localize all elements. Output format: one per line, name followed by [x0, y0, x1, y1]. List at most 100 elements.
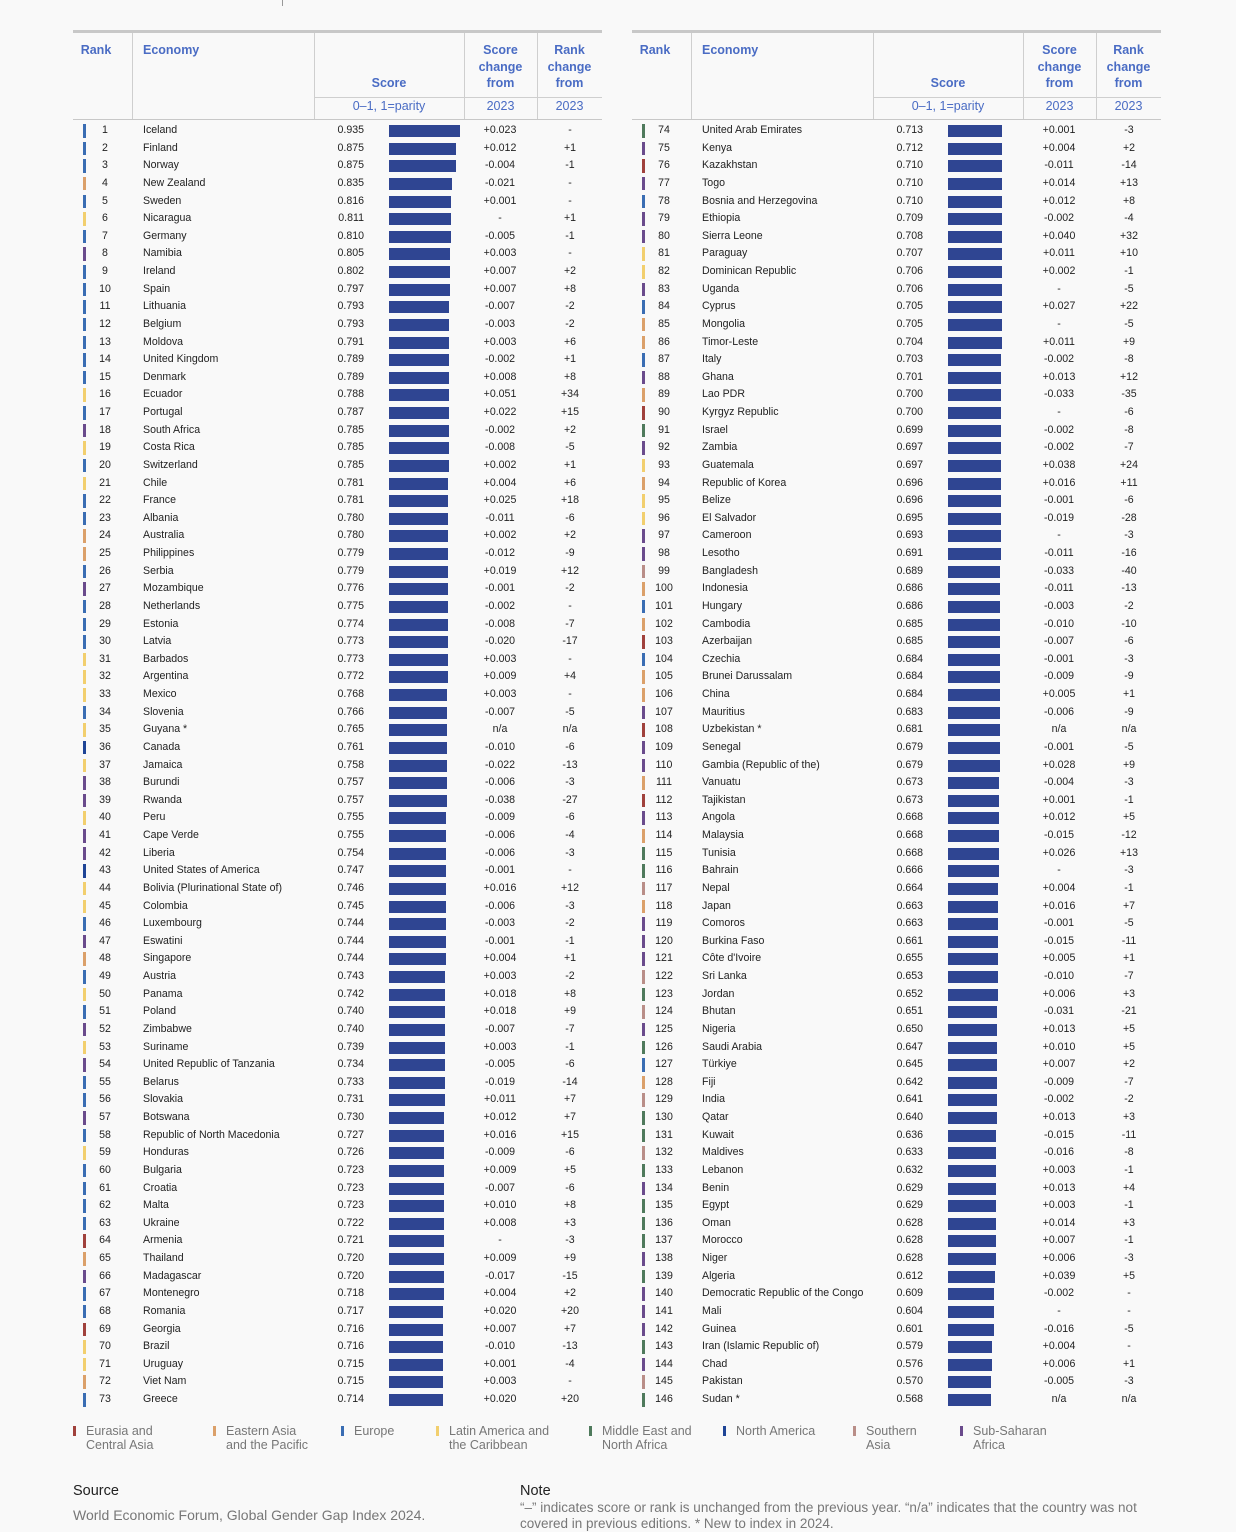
table-row: 78 Bosnia and Herzegovina 0.710 +0.012 +8: [632, 193, 1161, 211]
rank-cell: 87: [658, 353, 670, 366]
region-marker: [642, 899, 645, 914]
table-row: 43 United States of America 0.747 -0.001 -: [73, 862, 602, 880]
rank-cell: 32: [99, 670, 111, 683]
legend-label: Latin America and the Caribbean: [449, 1424, 550, 1452]
score-bar: [948, 830, 999, 842]
economy-cell: Tunisia: [702, 846, 736, 859]
economy-cell: Bangladesh: [702, 564, 758, 577]
table-row: 53 Suriname 0.739 +0.003 -1: [73, 1039, 602, 1057]
table-row: 34 Slovenia 0.766 -0.007 -5: [73, 704, 602, 722]
economy-cell: Canada: [143, 740, 181, 753]
table-row: 100 Indonesia 0.686 -0.011 -13: [632, 580, 1161, 598]
score-cell: 0.612: [896, 1269, 923, 1282]
rank-change-cell: +1: [563, 141, 577, 154]
score-cell: 0.715: [337, 1357, 364, 1370]
score-change-cell: +0.007: [1042, 1234, 1076, 1247]
score-bar: [948, 1253, 996, 1265]
economy-cell: Spain: [143, 282, 171, 295]
score-cell: 0.773: [337, 635, 364, 648]
region-marker: [83, 1216, 86, 1231]
rank-cell: 83: [658, 282, 670, 295]
score-cell: 0.697: [896, 458, 923, 471]
rank-change-cell: -3: [1124, 1252, 1134, 1264]
score-bar: [389, 1341, 444, 1354]
economy-cell: Mauritius: [702, 705, 745, 718]
rank-change-cell: -10: [1121, 617, 1137, 630]
score-change-cell: -0.001: [484, 864, 516, 877]
rank-cell: 60: [99, 1163, 111, 1176]
rank-cell: 96: [658, 511, 670, 524]
region-marker: [83, 300, 86, 314]
table-row: 51 Poland 0.740 +0.018 +9: [73, 1003, 602, 1021]
economy-cell: France: [143, 494, 176, 507]
rank-cell: 108: [655, 723, 673, 736]
table-row: 71 Uruguay 0.715 +0.001 -4: [73, 1356, 602, 1374]
score-bar: [948, 1112, 997, 1124]
table-row: 84 Cyprus 0.705 +0.027 +22: [632, 298, 1161, 316]
header-score: Score: [930, 76, 966, 90]
region-marker: [642, 846, 645, 861]
rank-cell: 118: [655, 899, 673, 912]
rank-change-cell: -1: [1124, 1199, 1134, 1212]
rank-change-cell: -2: [565, 582, 575, 595]
score-change-cell: -0.001: [1043, 740, 1075, 753]
score-cell: 0.935: [337, 124, 364, 136]
table-row: 118 Japan 0.663 +0.016 +7: [632, 898, 1161, 916]
table-row: 48 Singapore 0.744 +0.004 +1: [73, 950, 602, 968]
region-marker: [642, 1128, 645, 1143]
divider: [873, 33, 874, 119]
rank-cell: 8: [102, 247, 108, 260]
region-marker: [642, 758, 645, 773]
score-bar: [389, 371, 449, 384]
rank-change-cell: -27: [562, 793, 578, 806]
score-change-cell: -0.033: [1043, 564, 1075, 577]
score-cell: 0.773: [337, 652, 364, 665]
rank-change-cell: -: [568, 688, 572, 700]
economy-cell: Argentina: [143, 670, 189, 683]
region-marker: [642, 159, 645, 173]
rank-change-cell: +7: [563, 1111, 577, 1123]
score-cell: 0.668: [896, 811, 923, 824]
economy-cell: China: [702, 688, 730, 700]
score-change-cell: +0.038: [1042, 458, 1076, 471]
score-change-cell: +0.003: [483, 970, 517, 982]
score-cell: 0.789: [337, 353, 364, 366]
rank-cell: 68: [99, 1304, 111, 1317]
economy-cell: Angola: [702, 811, 735, 824]
score-cell: 0.663: [896, 917, 923, 930]
rank-cell: 104: [655, 652, 673, 665]
score-cell: 0.609: [896, 1287, 923, 1300]
score-bar: [948, 741, 1000, 754]
region-marker: [83, 617, 86, 632]
region-marker: [83, 353, 86, 367]
rank-change-cell: +4: [1122, 1181, 1136, 1194]
region-marker: [642, 934, 645, 949]
table-row: 121 Côte d'Ivoire 0.655 +0.005 +1: [632, 950, 1161, 968]
table-row: 52 Zimbabwe 0.740 -0.007 -7: [73, 1021, 602, 1039]
table-row: 24 Australia 0.780 +0.002 +2: [73, 527, 602, 545]
score-cell: 0.757: [337, 776, 364, 789]
economy-cell: Egypt: [702, 1199, 730, 1212]
rank-cell: 65: [99, 1252, 111, 1264]
score-bar: [389, 988, 446, 1001]
score-cell: 0.684: [896, 652, 923, 665]
economy-cell: Switzerland: [143, 458, 198, 471]
score-bar: [948, 459, 1001, 472]
score-change-cell: +0.003: [483, 247, 517, 260]
score-change-cell: +0.012: [483, 141, 517, 154]
rank-change-cell: -14: [1121, 159, 1137, 172]
region-marker: [83, 1287, 86, 1301]
table-row: 135 Egypt 0.629 +0.003 -1: [632, 1197, 1161, 1215]
rank-cell: 92: [658, 441, 670, 454]
score-cell: 0.697: [896, 441, 923, 454]
score-bar: [948, 1059, 998, 1072]
score-change-cell: -0.015: [1043, 829, 1075, 841]
score-change-cell: +0.009: [483, 1163, 517, 1176]
score-change-cell: -0.007: [1043, 635, 1075, 648]
table-row: 77 Togo 0.710 +0.014 +13: [632, 175, 1161, 193]
score-bar: [389, 177, 453, 190]
region-marker: [83, 1058, 86, 1072]
score-bar: [389, 442, 449, 455]
score-change-cell: +0.039: [1042, 1269, 1076, 1282]
score-cell: 0.744: [337, 917, 364, 930]
